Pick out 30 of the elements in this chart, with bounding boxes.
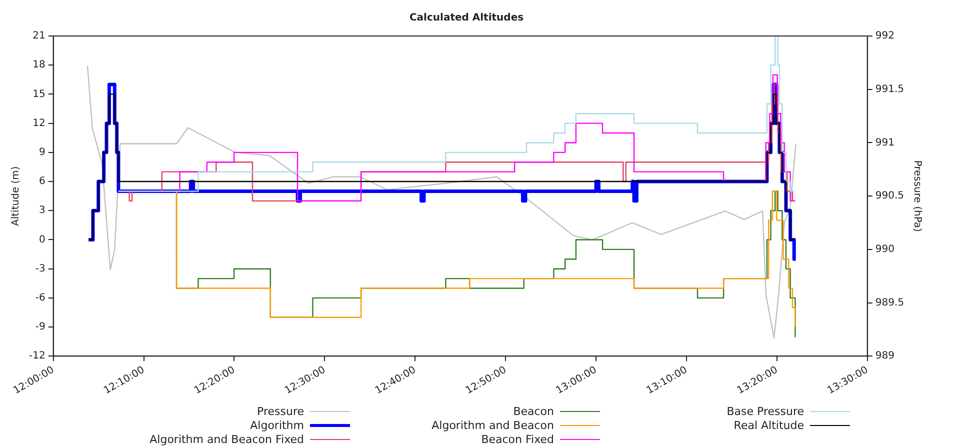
chart-title: Calculated Altitudes xyxy=(409,12,524,24)
legend-label: Beacon xyxy=(513,404,554,418)
legend-label: Algorithm and Beacon Fixed xyxy=(150,432,304,446)
y2-tick-label: 990 xyxy=(875,244,894,256)
legend-label: Pressure xyxy=(257,404,304,418)
y2-tick-label: 992 xyxy=(875,30,894,42)
y-tick-label: -12 xyxy=(28,350,46,362)
y-tick-label: 6 xyxy=(38,176,46,188)
y-axis-title: Altitude (m) xyxy=(10,166,22,226)
legend-label: Real Altitude xyxy=(734,418,804,432)
y-tick-label: -3 xyxy=(35,263,46,274)
legend-label: Base Pressure xyxy=(726,404,804,418)
y-tick-label: -6 xyxy=(35,292,46,304)
y-tick-label: 12 xyxy=(32,118,46,129)
legend-label: Beacon Fixed xyxy=(481,432,554,446)
y2-axis-title: Pressure (hPa) xyxy=(911,160,922,232)
y-tick-label: 9 xyxy=(38,147,46,158)
y2-tick-label: 990.5 xyxy=(875,190,904,202)
y2-tick-label: 989 xyxy=(875,350,894,362)
legend-label: Algorithm and Beacon xyxy=(432,418,554,432)
y-tick-label: 0 xyxy=(38,234,46,246)
y2-tick-label: 991.5 xyxy=(875,84,904,95)
legend-label: Algorithm xyxy=(250,418,304,432)
y2-tick-label: 991 xyxy=(875,137,894,148)
y-tick-label: 3 xyxy=(38,205,46,216)
y-tick-label: 21 xyxy=(32,30,46,42)
y-tick-label: -9 xyxy=(35,322,46,333)
y-tick-label: 18 xyxy=(32,60,46,71)
y2-tick-label: 989.5 xyxy=(875,297,904,308)
y-tick-label: 15 xyxy=(32,88,46,100)
